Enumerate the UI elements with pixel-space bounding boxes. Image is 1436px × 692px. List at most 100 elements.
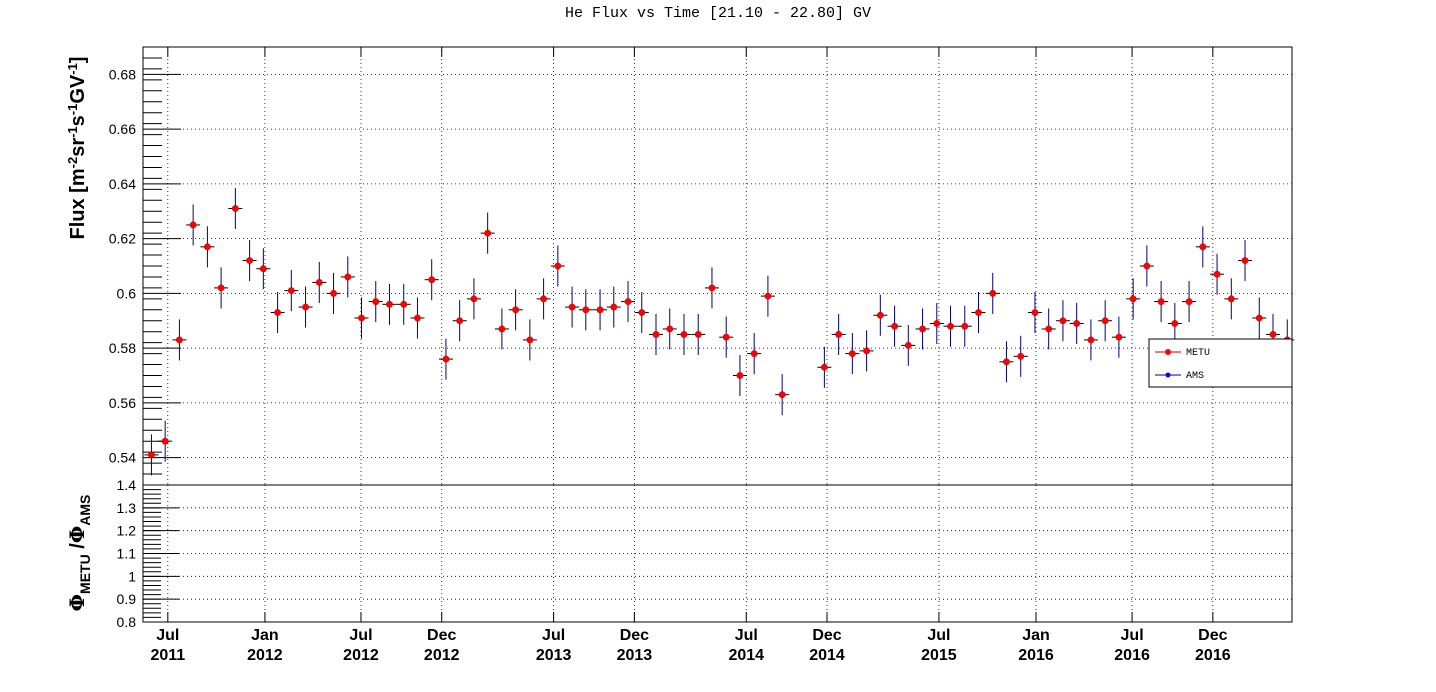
metu-data-point [947,322,954,330]
metu-data-point [736,372,744,379]
metu-data-point [1059,317,1067,325]
ratio-y-tick-label: 1.4 [117,477,137,493]
ratio-y-tick-label: 1 [128,568,136,584]
metu-data-point [217,284,225,292]
metu-data-point [1017,352,1025,360]
metu-data-point [989,289,997,297]
x-tick-month-label: Dec [620,627,649,644]
metu-data-point [372,298,380,306]
flux-y-tick-label: 0.68 [109,66,136,82]
x-tick-year-label: 2014 [809,647,845,664]
time-x-axis: Jul 2011 Jan 2012 Jul 2012 Dec 2012 Jul 2013 Dec 20… [150,47,1231,664]
metu-data-point [428,276,436,284]
x-tick-year-label: 2016 [1195,647,1231,664]
flux-y-tick-label: 0.6 [117,285,137,301]
x-tick-year-label: 2016 [1114,647,1150,664]
legend-metu-label: METU [1186,348,1210,359]
metu-data-point [680,330,688,338]
metu-data-point [386,300,393,308]
x-tick-year-label: 2012 [247,647,283,664]
metu-data-point [1073,320,1081,327]
x-tick-month-label: Jan [251,627,279,644]
legend-ams-marker [1165,372,1171,378]
metu-data-point [1003,358,1010,366]
metu-data-point [919,325,926,333]
metu-data-point [540,295,548,303]
metu-data-point [274,309,282,316]
metu-data-point [666,325,674,333]
metu-data-point [1255,314,1263,322]
metu-data-point [610,303,618,311]
metu-data-point [568,303,576,311]
legend-metu-marker [1165,349,1171,355]
metu-data-point [596,306,604,314]
metu-data-point [961,322,969,330]
metu-data-point [778,391,786,399]
metu-data-point [1227,295,1235,303]
x-tick-month-label: Jul [735,627,758,644]
metu-data-point [1157,298,1165,306]
flux-y-tick-label: 0.56 [109,395,136,411]
x-tick-month-label: Jul [349,627,372,644]
metu-data-point [1199,243,1207,251]
metu-data-point [484,229,492,237]
metu-data-point [315,278,323,286]
metu-data-point [904,341,912,349]
metu-data-point [358,314,365,322]
flux-y-axis: 0.54 0.56 0.58 0.6 0.62 0.64 0.66 0.68 [109,46,181,486]
metu-data-point [876,311,884,319]
metu-data-point [554,262,562,270]
metu-data-point [582,306,590,314]
metu-data-point [891,322,899,330]
flux-y-tick-label: 0.54 [109,450,136,466]
metu-data-point [652,330,660,338]
x-tick-month-label: Jul [927,627,950,644]
flux-plot-frame [142,46,1293,486]
metu-data-point [344,273,352,281]
x-tick-month-label: Dec [812,627,841,644]
ratio-y-tick-label: 0.8 [117,614,137,630]
ratio-y-axis: 0.8 0.9 1 1.1 1.2 1.3 1.4 [117,477,179,630]
x-tick-month-label: Jan [1022,627,1050,644]
ratio-y-tick-label: 0.9 [117,591,137,607]
metu-data-point [246,257,254,264]
metu-data-point [498,325,506,333]
metu-data-points [144,187,1295,476]
metu-data-point [1213,270,1221,278]
flux-grid [143,47,1292,485]
ratio-grid [143,485,1292,622]
metu-data-point [1241,257,1249,264]
x-tick-year-label: 2013 [617,647,653,664]
metu-data-point [512,306,520,314]
x-tick-year-label: 2012 [343,647,379,664]
metu-data-point [848,350,856,358]
x-tick-year-label: 2014 [728,647,764,664]
metu-data-point [1171,320,1179,327]
legend-ams-label: AMS [1186,371,1204,382]
metu-data-point [147,451,155,459]
metu-data-point [330,289,337,297]
metu-data-point [442,355,450,363]
metu-data-point [722,333,730,341]
metu-data-point [863,347,871,355]
flux-axis-title: Flux [m-2sr-1s-1GV-1] [65,57,89,240]
metu-data-point [975,309,982,316]
metu-data-point [694,330,702,338]
metu-data-point [1115,333,1123,341]
flux-y-tick-label: 0.66 [109,121,136,137]
ratio-y-tick-label: 1.1 [117,546,137,562]
x-tick-year-label: 2013 [536,647,572,664]
metu-data-point [708,284,716,292]
metu-data-point [638,309,646,316]
metu-data-point [203,243,211,251]
chart-title: He Flux vs Time [21.10 - 22.80] GV [564,5,872,22]
x-tick-year-label: 2015 [921,647,957,664]
x-tick-month-label: Jul [1121,627,1144,644]
metu-data-point [414,314,421,322]
x-tick-month-label: Dec [427,627,456,644]
metu-data-point [400,300,408,308]
metu-data-point [189,221,197,229]
x-tick-month-label: Jul [156,627,179,644]
metu-data-point [624,298,632,306]
